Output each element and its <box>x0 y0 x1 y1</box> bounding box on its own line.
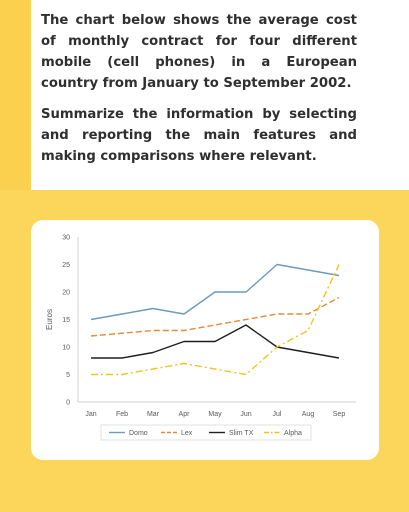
line-chart: 0 5 10 15 20 25 30 Euros Jan Feb Mar Apr May Jun Jul Au… <box>45 235 356 441</box>
x-tick-label: Aug <box>302 411 315 418</box>
legend-box <box>100 424 312 441</box>
x-tick-label: Mar <box>147 411 160 418</box>
legend-label: Slim TX <box>229 430 254 437</box>
x-tick-label: Jun <box>240 411 251 418</box>
x-tick-label: Apr <box>179 411 191 418</box>
legend-label: Domo <box>129 430 148 437</box>
y-tick-label: 15 <box>62 317 70 324</box>
left-accent-bar <box>0 0 31 190</box>
x-tick-label: Jan <box>85 411 96 418</box>
prompt-paragraph-2: Summarize the information by selecting a… <box>41 107 357 164</box>
y-tick-label: 30 <box>62 235 70 242</box>
y-tick-label: 10 <box>62 345 70 352</box>
series-line-lex <box>90 296 340 337</box>
legend-label: Alpha <box>284 430 302 437</box>
y-tick-label: 20 <box>62 290 70 297</box>
prompt-paragraph-1: The chart below shows the average cost o… <box>41 13 357 91</box>
y-tick-label: 5 <box>66 372 70 379</box>
y-tick-label: 0 <box>66 400 70 407</box>
x-tick-label: Jul <box>273 411 282 418</box>
series-line-alpha <box>91 264 340 376</box>
x-tick-label: May <box>208 411 222 418</box>
series-line-slim-tx <box>91 324 340 359</box>
task-prompt: The chart below shows the average cost o… <box>41 10 357 177</box>
series-line-domo <box>90 263 340 321</box>
x-tick-label: Feb <box>116 411 128 418</box>
y-tick-label: 25 <box>62 262 70 269</box>
legend-label: Lex <box>181 430 193 437</box>
y-axis-title: Euros <box>45 309 54 330</box>
x-tick-label: Sep <box>333 411 346 418</box>
chart-card: 0 5 10 15 20 25 30 Euros Jan Feb Mar Apr May Jun Jul Au… <box>31 220 379 460</box>
